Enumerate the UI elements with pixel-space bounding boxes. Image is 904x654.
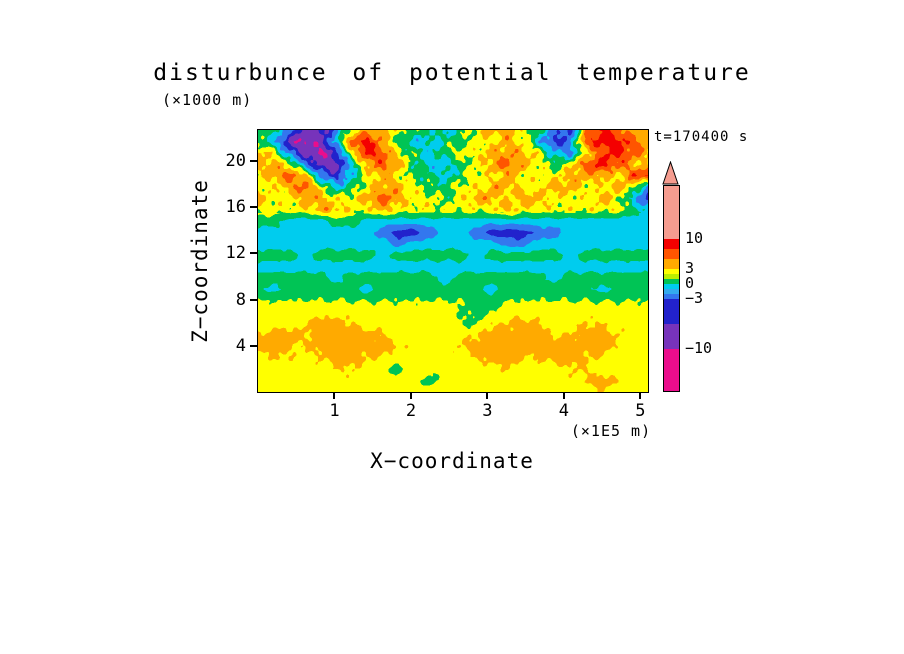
colorbar-segment bbox=[664, 294, 679, 299]
x-tick-label: 5 bbox=[635, 401, 646, 421]
colorbar bbox=[663, 185, 680, 392]
colorbar-arrow-icon bbox=[662, 161, 679, 185]
colorbar-segment bbox=[664, 324, 679, 349]
y-axis-unit-label: (×1000 m) bbox=[162, 91, 253, 109]
chart-title: disturbunce of potential temperature bbox=[153, 60, 751, 86]
x-tick-label: 1 bbox=[329, 401, 340, 421]
y-tick-label: 8 bbox=[235, 289, 246, 310]
colorbar-segment bbox=[664, 259, 679, 269]
colorbar-segment bbox=[664, 349, 679, 391]
colorbar-segment bbox=[664, 284, 679, 289]
colorbar-segment bbox=[664, 289, 679, 294]
y-tick-mark bbox=[250, 344, 257, 347]
colorbar-segment bbox=[664, 186, 679, 239]
y-tick-label: 16 bbox=[225, 197, 246, 218]
colorbar-segment bbox=[664, 274, 679, 279]
x-tick-label: 2 bbox=[405, 401, 417, 421]
y-tick-mark bbox=[250, 160, 257, 163]
y-tick-label: 20 bbox=[225, 151, 246, 172]
colorbar-tick-label: 10 bbox=[685, 229, 704, 247]
colorbar-segment bbox=[664, 299, 679, 324]
colorbar-segment bbox=[664, 279, 679, 284]
timestamp-label: t=170400 s bbox=[654, 129, 749, 145]
y-tick-mark bbox=[250, 298, 257, 301]
y-tick-label: 12 bbox=[225, 243, 246, 264]
x-axis-title: X−coordinate bbox=[370, 449, 534, 473]
x-tick-label: 4 bbox=[558, 401, 569, 421]
colorbar-segment bbox=[664, 249, 679, 259]
y-tick-label: 4 bbox=[235, 335, 246, 356]
y-tick-mark bbox=[250, 206, 257, 209]
x-tick-mark bbox=[333, 393, 336, 399]
y-tick-mark bbox=[250, 252, 257, 255]
colorbar-tick-label: 0 bbox=[685, 274, 695, 292]
x-tick-label: 3 bbox=[482, 401, 493, 421]
x-tick-mark bbox=[486, 393, 489, 399]
colorbar-segment bbox=[664, 269, 679, 274]
colorbar-tick-label: −10 bbox=[685, 339, 713, 357]
x-tick-mark bbox=[409, 393, 412, 399]
colorbar-tick-label: −3 bbox=[685, 289, 704, 307]
x-tick-mark bbox=[562, 393, 565, 399]
contour-canvas bbox=[258, 130, 648, 392]
colorbar-segment bbox=[664, 239, 679, 249]
x-tick-mark bbox=[639, 393, 642, 399]
x-axis-unit-label: (×1E5 m) bbox=[570, 422, 652, 440]
plot-border bbox=[257, 129, 649, 393]
colorbar-tick-label: 3 bbox=[685, 259, 695, 277]
